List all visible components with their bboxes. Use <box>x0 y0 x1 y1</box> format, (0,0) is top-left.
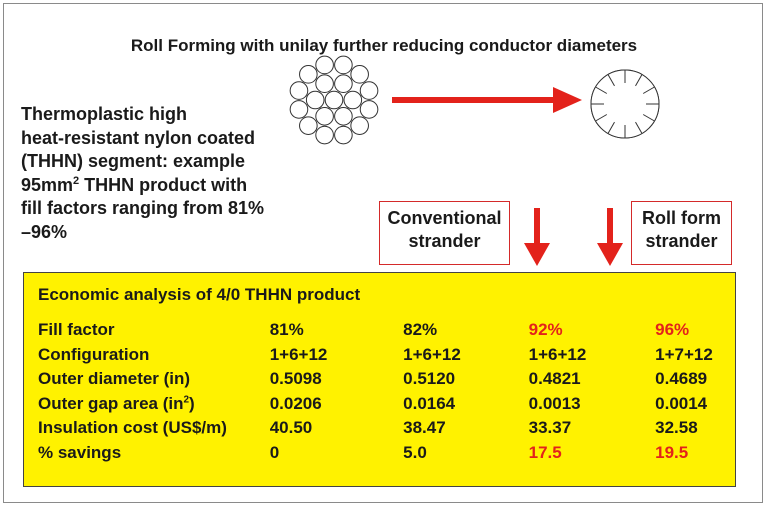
table-cell: 0.0164 <box>403 393 456 413</box>
table-cell-highlight: 92% <box>528 320 563 340</box>
round-strand <box>299 65 318 84</box>
panel-title: Economic analysis of 4/0 THHN product <box>38 285 361 304</box>
round-strand <box>315 125 334 145</box>
table-row: Insulation cost (US$/m) 40.50 38.47 33.3… <box>38 416 735 441</box>
segment-divider <box>595 86 608 94</box>
table-cell: 0.5120 <box>403 369 456 389</box>
description-line: heat-resistant nylon coated <box>21 127 256 148</box>
round-strand <box>359 81 379 100</box>
round-strand <box>315 55 334 75</box>
table-cell-highlight: 17.5 <box>528 442 562 462</box>
round-strand <box>324 90 344 110</box>
product-description: Thermoplastic high heat-resistant nylon … <box>21 103 311 245</box>
segment-divider <box>642 114 655 122</box>
round-strand <box>305 90 325 110</box>
figure-title: Roll Forming with unilay further reducin… <box>130 36 638 55</box>
table-row: Configuration 1+6+12 1+6+12 1+6+12 1+7+1… <box>38 343 735 368</box>
segment-divider <box>642 86 655 94</box>
table-cell: 0.4689 <box>655 369 708 389</box>
row-label: % savings <box>38 442 122 462</box>
table-cell: 0.0013 <box>528 393 581 413</box>
table-row: Fill factor 81% 82% 92% 96% <box>38 318 735 343</box>
row-label: Fill factor <box>38 320 115 340</box>
table-cell: 32.58 <box>655 418 698 438</box>
table-row: Outer gap area (in2) 0.0206 0.0164 0.001… <box>38 392 735 417</box>
table-cell: 1+7+12 <box>655 344 713 364</box>
segment-divider <box>607 121 615 134</box>
figure-frame <box>3 3 763 503</box>
row-label: Insulation cost (US$/m) <box>38 418 227 438</box>
description-text: 95mm <box>21 174 74 195</box>
table-cell: 0.0014 <box>655 393 708 413</box>
round-strand <box>334 106 353 126</box>
table-cell: 81% <box>269 320 304 340</box>
table-cell: 0.4821 <box>528 369 581 389</box>
description-line: 95mm2 THHN product with <box>21 174 311 198</box>
table-row: Outer diameter (in) 0.5098 0.5120 0.4821… <box>38 367 735 392</box>
round-strand <box>299 116 318 135</box>
table-cell: 33.37 <box>528 418 572 438</box>
conventional-conductor-cross-section <box>289 55 379 145</box>
description-line: –96% <box>21 221 68 242</box>
row-label: Outer gap area (in2) <box>38 392 270 417</box>
table-cell: 5.0 <box>403 442 427 462</box>
table-cell: 1+6+12 <box>269 344 328 364</box>
description-line: Thermoplastic high <box>21 104 188 124</box>
round-strand <box>315 106 334 126</box>
row-label-superscript: 2 <box>183 394 190 406</box>
description-line: fill factors ranging from 81% <box>21 198 265 219</box>
row-label: Configuration <box>38 344 150 364</box>
segment-divider <box>595 114 608 122</box>
round-strand <box>350 65 369 84</box>
round-strand <box>334 74 353 94</box>
round-strand <box>334 125 353 145</box>
label-line: Roll form <box>642 208 721 228</box>
segment-divider <box>635 121 643 134</box>
down-arrow-rollform <box>597 208 623 266</box>
table-cell: 82% <box>403 320 438 340</box>
process-arrow <box>392 87 582 113</box>
round-strand <box>289 81 309 100</box>
conventional-strander-label: Conventional strander <box>379 201 510 265</box>
economic-analysis-panel: Economic analysis of 4/0 THHN product Fi… <box>23 272 736 487</box>
table-cell-highlight: 96% <box>655 320 690 340</box>
label-line: strander <box>408 231 481 251</box>
row-label: Outer diameter (in) <box>38 369 191 389</box>
label-line: strander <box>645 231 718 251</box>
roll-formed-conductor-cross-section <box>590 69 660 139</box>
round-strand <box>359 100 379 119</box>
table-cell: 1+6+12 <box>403 344 461 364</box>
down-arrow-conventional <box>524 208 550 266</box>
rollform-strander-label: Roll form strander <box>631 201 732 265</box>
round-strand <box>334 55 353 75</box>
table-cell: 38.47 <box>403 418 446 438</box>
round-strand <box>289 100 309 119</box>
table-cell: 0 <box>269 442 280 462</box>
segment-divider <box>635 74 643 87</box>
table-cell: 40.50 <box>269 418 313 438</box>
table-cell: 0.5098 <box>269 369 322 389</box>
economic-analysis-table: Fill factor 81% 82% 92% 96% Configuratio… <box>38 318 735 465</box>
segment-divider <box>607 74 615 87</box>
round-strand <box>350 116 369 135</box>
table-cell: 0.0206 <box>269 393 322 413</box>
round-strand <box>343 90 363 110</box>
description-line: (THHN) segment: example <box>21 151 246 172</box>
round-strand <box>315 74 334 94</box>
label-line: Conventional <box>387 208 502 228</box>
description-text: THHN product with <box>79 174 248 195</box>
description-superscript: 2 <box>73 174 80 187</box>
row-label-text: Outer gap area (in <box>38 393 184 413</box>
table-row: % savings 0 5.0 17.5 19.5 <box>38 441 735 466</box>
table-cell-highlight: 19.5 <box>655 442 689 462</box>
table-cell: 1+6+12 <box>528 344 587 364</box>
row-label-text: ) <box>189 393 195 413</box>
